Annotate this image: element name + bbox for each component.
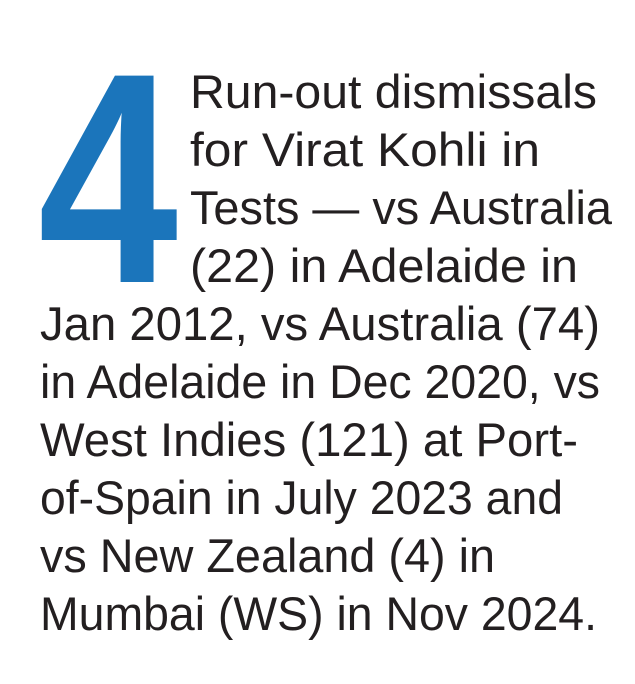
- text-line: Jan 2012, vs Australia (74): [40, 297, 600, 350]
- text-line: Run-out dismissals: [190, 65, 597, 118]
- text-line: Tests — vs Australia: [190, 181, 613, 234]
- big-number: 4: [38, 10, 180, 346]
- text-line: Mumbai (WS) in Nov 2024.: [40, 587, 597, 640]
- text-line: of-Spain in July 2023 and: [40, 471, 563, 524]
- text-line: in Adelaide in Dec 2020, vs: [40, 355, 600, 408]
- text-line: West Indies (121) at Port-: [40, 413, 578, 466]
- text-line: vs New Zealand (4) in: [40, 529, 495, 582]
- text-line: (22) in Adelaide in: [190, 239, 578, 292]
- text-line: for Virat Kohli in: [190, 123, 540, 176]
